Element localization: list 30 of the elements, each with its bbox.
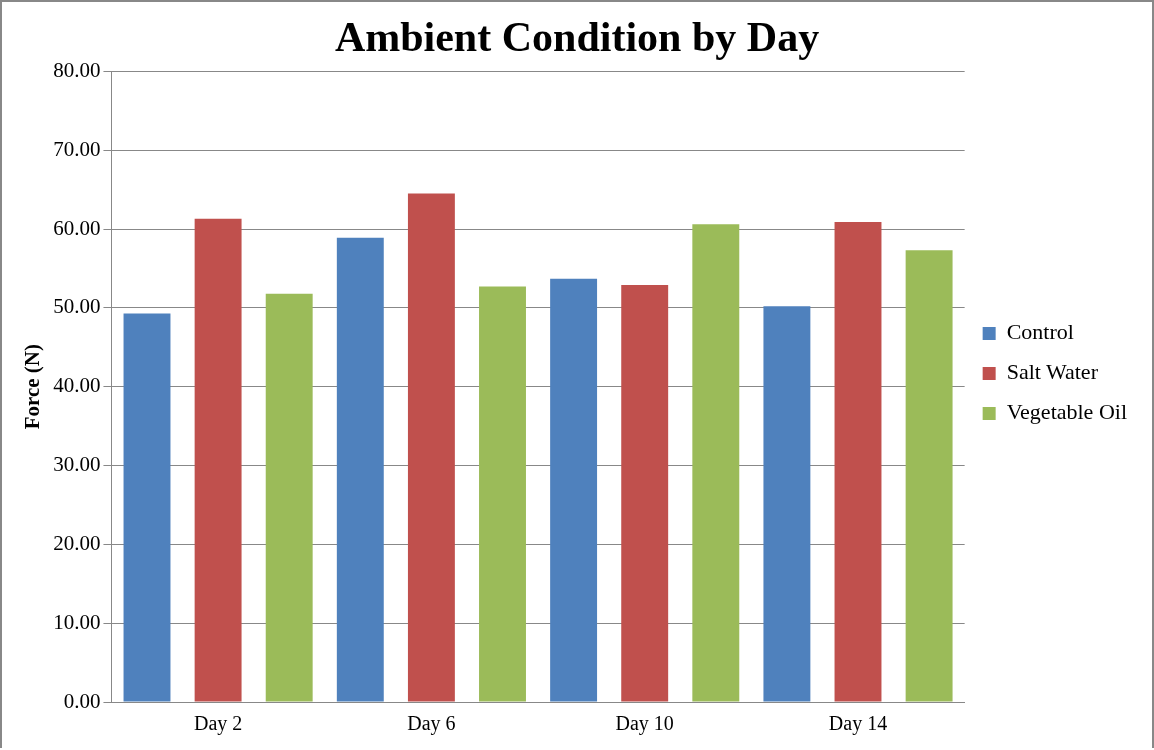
x-tick-label: Day 2 bbox=[193, 712, 243, 736]
bar bbox=[194, 218, 242, 702]
legend-label: Control bbox=[1006, 319, 1074, 345]
y-tick-label: 30.00 bbox=[53, 452, 101, 477]
bar bbox=[763, 306, 811, 702]
y-tick-label: 70.00 bbox=[53, 136, 101, 161]
x-tick-label: Day 14 bbox=[828, 712, 888, 736]
bar bbox=[905, 250, 953, 702]
bar bbox=[123, 313, 171, 702]
y-tick-label: 10.00 bbox=[53, 609, 101, 634]
chart-title: Ambient Condition by Day bbox=[334, 14, 820, 61]
bar bbox=[265, 293, 313, 702]
y-tick-label: 80.00 bbox=[53, 57, 101, 82]
bar bbox=[692, 224, 740, 702]
legend-label: Salt Water bbox=[1006, 359, 1099, 385]
y-tick-label: 40.00 bbox=[53, 373, 101, 398]
y-axis-title: Force (N) bbox=[20, 344, 45, 430]
bar bbox=[550, 278, 598, 702]
bar bbox=[407, 193, 455, 702]
bar bbox=[621, 285, 669, 702]
x-tick-label: Day 6 bbox=[407, 712, 456, 736]
bar bbox=[479, 286, 526, 702]
bar bbox=[834, 221, 882, 702]
legend-label: Vegetable Oil bbox=[1006, 399, 1128, 425]
x-tick-label: Day 10 bbox=[615, 712, 674, 736]
bar bbox=[336, 237, 384, 702]
y-tick-label: 20.00 bbox=[53, 530, 101, 555]
y-tick-label: 0.00 bbox=[63, 688, 101, 713]
y-tick-label: 50.00 bbox=[53, 294, 101, 319]
y-tick-label: 60.00 bbox=[53, 215, 101, 240]
